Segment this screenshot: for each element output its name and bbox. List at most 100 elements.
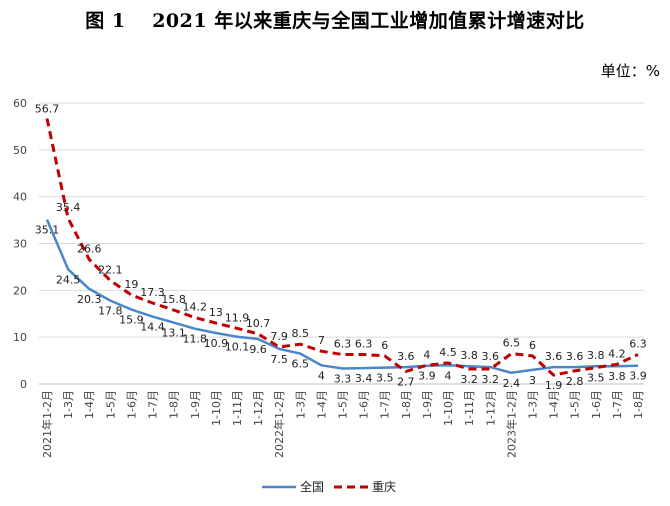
data-label-national: 13.1 (161, 327, 186, 340)
data-label-chongqing: 2.8 (566, 375, 584, 388)
x-tick-label: 2022年1-2月 (272, 390, 286, 458)
data-label-chongqing: 4.2 (608, 347, 626, 360)
x-tick-label: 1-8月 (168, 390, 181, 419)
data-label-chongqing: 6 (381, 339, 388, 352)
data-label-chongqing: 4.5 (439, 346, 457, 359)
data-label-chongqing: 6.3 (355, 337, 373, 350)
series-line-1 (45, 118, 639, 377)
data-label-national: 4 (445, 369, 452, 382)
series-line-0 (45, 219, 639, 375)
x-tick-label: 1-3月 (294, 390, 307, 419)
x-tick-label: 2023年1-2月 (504, 390, 518, 458)
y-tick-label: 30 (13, 238, 27, 251)
x-tick-label: 1-10月 (442, 390, 455, 426)
data-label-chongqing: 56.7 (35, 102, 60, 115)
y-tick-label: 0 (20, 378, 27, 391)
data-label-national: 14.4 (140, 321, 165, 334)
data-label-national: 7.5 (270, 353, 288, 366)
y-tick-label: 60 (13, 97, 27, 110)
x-tick-label: 1-6月 (125, 390, 138, 419)
x-tick-label: 1-8月 (400, 390, 413, 419)
data-label-chongqing: 1.9 (545, 379, 563, 392)
data-labels: 35.1 56.7 24.5 35.4 20.3 26.6 17.8 22.1 15.9 19 14… (35, 102, 647, 392)
data-label-national: 3.8 (608, 370, 626, 383)
x-tick-label: 1-4月 (548, 390, 561, 419)
data-label-chongqing: 10.7 (246, 317, 271, 330)
series-lines (45, 118, 639, 377)
data-label-national: 17.8 (98, 305, 123, 318)
chart-title: 图 1 2021 年以来重庆与全国工业增加值累计增速对比 (85, 10, 585, 32)
x-tick-label: 1-3月 (526, 390, 539, 419)
x-tick-label: 1-6月 (358, 390, 371, 419)
data-label-chongqing: 26.6 (77, 242, 102, 255)
data-label-national: 4 (318, 369, 325, 382)
data-label-national: 6.5 (292, 358, 310, 371)
y-tick-label: 20 (13, 284, 27, 297)
x-tick-label: 1-6月 (590, 390, 603, 419)
y-tick-label: 40 (13, 191, 27, 204)
data-label-chongqing: 3.2 (460, 373, 478, 386)
data-label-national: 3 (529, 374, 536, 387)
data-label-chongqing: 13 (209, 306, 223, 319)
data-label-chongqing: 6.3 (334, 337, 352, 350)
x-tick-label: 1-5月 (337, 390, 350, 419)
x-tick-label: 1-4月 (315, 390, 328, 419)
data-label-national: 3.6 (566, 350, 584, 363)
x-tick-label: 2021年1-2月 (40, 390, 54, 458)
data-label-national: 3.6 (397, 350, 415, 363)
data-label-national: 15.9 (119, 314, 144, 327)
data-label-chongqing: 35.4 (56, 201, 81, 214)
x-axis: 2021年1-2月 1-3月 1-4月 1-5月 1-6月 1-7月 1-8月 1-9月 1-1… (39, 383, 645, 458)
x-tick-label: 1-10月 (210, 390, 223, 426)
data-label-national: 3.6 (482, 350, 500, 363)
x-tick-label: 1-9月 (421, 390, 434, 419)
x-tick-label: 1-12月 (252, 390, 265, 426)
data-label-national: 3.6 (545, 350, 563, 363)
data-label-national: 3.5 (376, 372, 394, 385)
data-label-national: 10.9 (204, 337, 229, 350)
data-label-national: 3.9 (629, 370, 647, 383)
data-label-national: 11.8 (183, 333, 208, 346)
data-label-chongqing: 17.3 (140, 286, 165, 299)
data-label-chongqing: 7.9 (270, 330, 288, 343)
legend-label-1: 重庆 (372, 480, 396, 494)
y-axis-ticks: 0 10 20 30 40 50 60 (13, 97, 27, 391)
x-tick-label: 1-7月 (611, 390, 624, 419)
data-label-national: 35.1 (35, 224, 60, 237)
x-tick-label: 1-8月 (632, 390, 645, 419)
data-label-national: 2.4 (503, 377, 521, 390)
x-tick-label: 1-7月 (379, 390, 392, 419)
data-label-national: 3.8 (587, 349, 605, 362)
data-label-national: 20.3 (77, 293, 102, 306)
data-label-chongqing: 19 (124, 278, 138, 291)
data-label-national: 3.9 (418, 370, 436, 383)
legend-label-0: 全国 (300, 479, 324, 494)
data-label-chongqing: 6.5 (503, 337, 521, 350)
x-tick-label: 1-12月 (484, 390, 497, 426)
data-label-chongqing: 4 (423, 348, 430, 361)
data-label-chongqing: 2.7 (397, 375, 415, 388)
data-label-chongqing: 6 (529, 339, 536, 352)
grid-lines (39, 102, 644, 338)
data-label-chongqing: 22.1 (98, 263, 123, 276)
unit-label: 单位：% (600, 62, 660, 80)
data-label-chongqing: 15.8 (161, 293, 186, 306)
data-label-national: 3.3 (334, 373, 352, 386)
data-label-chongqing: 14.2 (183, 300, 208, 313)
data-label-chongqing: 3.5 (587, 372, 605, 385)
data-label-national: 3.4 (355, 372, 373, 385)
y-tick-label: 50 (13, 144, 27, 157)
data-label-chongqing: 6.3 (629, 337, 647, 350)
data-label-chongqing: 3.2 (482, 373, 500, 386)
data-label-chongqing: 7 (318, 334, 325, 347)
x-tick-label: 1-11月 (231, 390, 244, 426)
data-label-national: 10.1 (225, 341, 250, 354)
x-tick-label: 1-3月 (62, 390, 75, 419)
data-label-chongqing: 8.5 (292, 327, 310, 340)
data-label-national: 24.5 (56, 273, 81, 286)
data-label-chongqing: 11.9 (225, 311, 250, 324)
legend: 全国 重庆 (262, 479, 396, 494)
data-label-national: 3.8 (460, 349, 478, 362)
x-tick-label: 1-5月 (569, 390, 582, 419)
